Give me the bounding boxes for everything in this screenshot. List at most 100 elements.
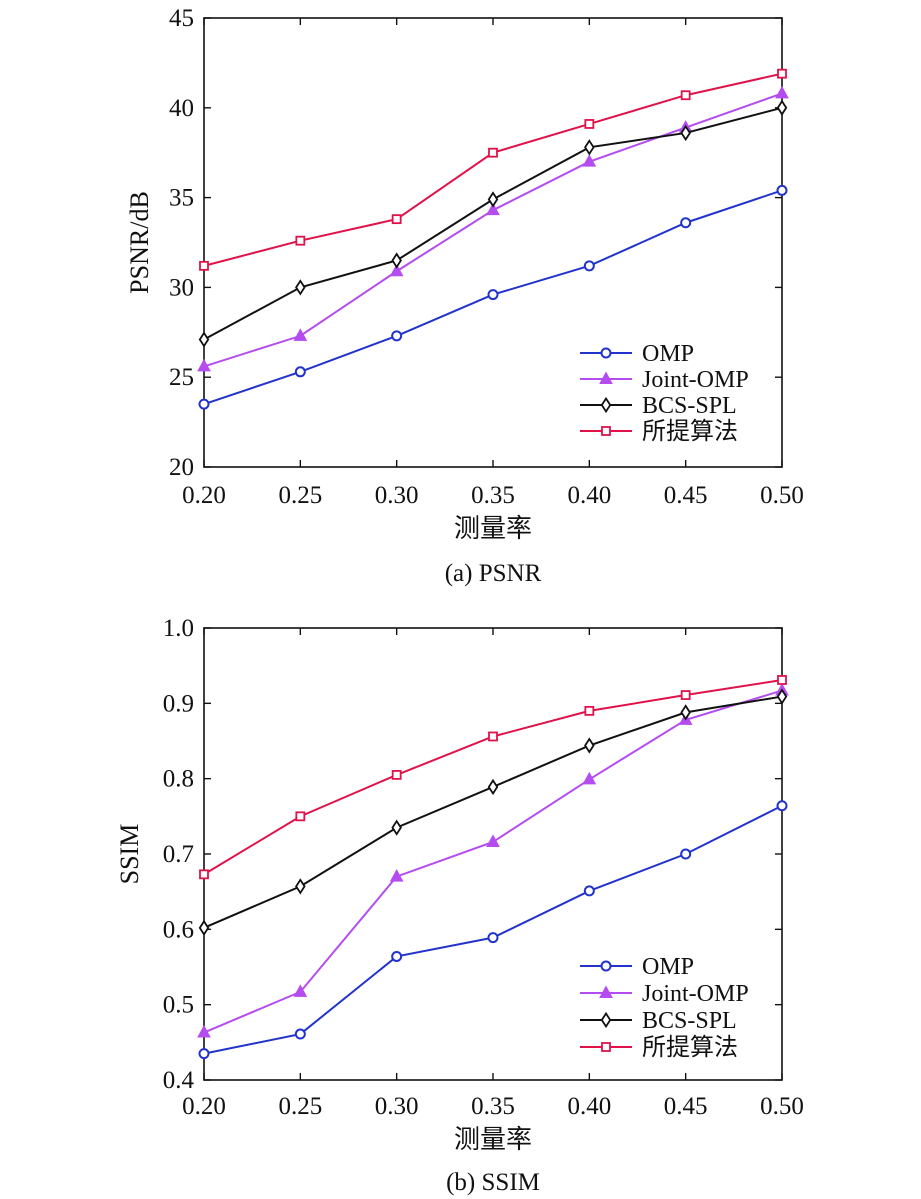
psnr-data-point [487, 191, 499, 208]
psnr-x-tick-label: 0.40 [567, 482, 611, 509]
psnr-data-point [486, 202, 500, 216]
psnr-data-point [294, 366, 306, 378]
ssim-legend-label: BCS-SPL [642, 1008, 737, 1034]
psnr-data-point [584, 139, 595, 156]
ssim-legend-label: Joint-OMP [642, 981, 749, 1007]
psnr-series-OMP [198, 184, 788, 410]
ssim-data-point [391, 819, 402, 836]
psnr-legend-label: OMP [642, 341, 694, 367]
psnr-y-tick-label: 25 [169, 364, 194, 391]
ssim-y-tick-label: 0.5 [163, 992, 194, 1019]
ssim-legend-marker [600, 1011, 612, 1029]
psnr-data-point [777, 68, 787, 79]
psnr-series-line [203, 72, 783, 267]
ssim-data-point [488, 731, 498, 742]
psnr-y-axis-label: PSNR/dB [125, 191, 154, 294]
ssim-data-point [391, 950, 403, 962]
ssim-data-point [199, 869, 209, 880]
psnr-y-tick-label: 40 [169, 95, 194, 122]
ssim-data-point [582, 771, 597, 785]
ssim-data-point [776, 688, 788, 705]
psnr-data-point [488, 147, 498, 158]
psnr-x-tick-label: 0.30 [375, 482, 419, 509]
psnr-series-所提算法 [199, 68, 787, 271]
ssim-data-point [680, 690, 691, 700]
ssim-data-point [295, 878, 306, 895]
psnr-series-line [203, 106, 783, 341]
psnr-data-point [391, 330, 403, 342]
psnr-caption: (a) PSNR [445, 560, 542, 587]
psnr-data-point [584, 119, 595, 129]
ssim-data-point [295, 811, 306, 822]
ssim-x-tick-label: 0.50 [760, 1093, 804, 1120]
ssim-data-point [389, 869, 404, 882]
psnr-x-tick-label: 0.35 [471, 482, 515, 509]
psnr-data-point [295, 235, 306, 246]
psnr-x-tick-label: 0.45 [664, 482, 708, 509]
ssim-y-tick-label: 0.7 [163, 841, 194, 868]
ssim-data-point [680, 848, 692, 860]
psnr-legend-marker [600, 347, 612, 359]
ssim-x-tick-label: 0.45 [664, 1093, 708, 1120]
ssim-x-tick-label: 0.40 [567, 1093, 611, 1120]
ssim-data-point [776, 800, 788, 812]
ssim-series-line [203, 695, 783, 929]
ssim-series-OMP [198, 800, 788, 1060]
psnr-data-point [197, 358, 211, 372]
psnr-x-tick-label: 0.20 [182, 482, 226, 509]
ssim-x-tick-label: 0.25 [278, 1093, 322, 1120]
ssim-data-point [293, 984, 308, 997]
ssim-x-tick-label: 0.35 [471, 1093, 515, 1120]
psnr-y-tick-label: 30 [169, 274, 194, 301]
ssim-data-point [391, 770, 402, 780]
psnr-data-point [680, 124, 691, 142]
psnr-x-tick-label: 0.50 [760, 482, 804, 509]
psnr-data-point [295, 279, 306, 296]
ssim-chart: 0.20 0.25 0.30 0.35 0.40 0.45 0.50 0.4 0.5 0.6 0.7… [115, 615, 804, 1196]
ssim-data-point [486, 834, 500, 847]
ssim-data-point [294, 1028, 306, 1040]
ssim-data-point [487, 932, 499, 944]
psnr-data-point [583, 260, 595, 272]
psnr-data-point [680, 90, 691, 101]
ssim-y-tick-label: 0.9 [163, 690, 194, 717]
psnr-legend-label: Joint-OMP [642, 367, 749, 393]
ssim-y-tick-label: 0.8 [163, 766, 194, 793]
psnr-data-point [776, 184, 788, 196]
ssim-legend-marker [599, 985, 613, 998]
psnr-data-point [776, 99, 788, 116]
psnr-data-point [198, 398, 210, 410]
psnr-x-tick-label: 0.25 [278, 482, 322, 509]
ssim-legend-marker [600, 960, 612, 972]
ssim-data-point [487, 778, 499, 796]
psnr-data-point [391, 252, 402, 269]
ssim-series-所提算法 [199, 675, 787, 880]
ssim-caption: (b) SSIM [446, 1169, 540, 1196]
ssim-y-tick-label: 1.0 [163, 615, 194, 642]
ssim-data-point [583, 885, 595, 897]
ssim-x-axis-label: 测量率 [454, 1125, 532, 1154]
ssim-legend-marker [601, 1042, 611, 1052]
psnr-data-point [680, 217, 692, 229]
psnr-y-tick-label: 45 [169, 5, 194, 32]
psnr-legend-label: 所提算法 [642, 418, 738, 445]
ssim-y-axis-label: SSIM [115, 824, 144, 885]
psnr-data-point [487, 289, 499, 301]
ssim-data-point [584, 737, 595, 754]
ssim-legend-label: OMP [642, 954, 694, 980]
psnr-data-point [199, 260, 209, 271]
ssim-x-tick-label: 0.30 [375, 1093, 419, 1120]
ssim-series-BCS-SPL [198, 688, 788, 936]
psnr-data-point [391, 214, 402, 225]
ssim-data-point [777, 675, 787, 685]
psnr-series-BCS-SPL [198, 99, 788, 348]
psnr-legend-marker [600, 396, 612, 414]
psnr-series-line [203, 92, 783, 368]
psnr-data-point [582, 154, 597, 167]
psnr-legend-marker [601, 426, 611, 436]
psnr-legend-label: BCS-SPL [642, 393, 737, 419]
psnr-data-point [775, 85, 789, 99]
